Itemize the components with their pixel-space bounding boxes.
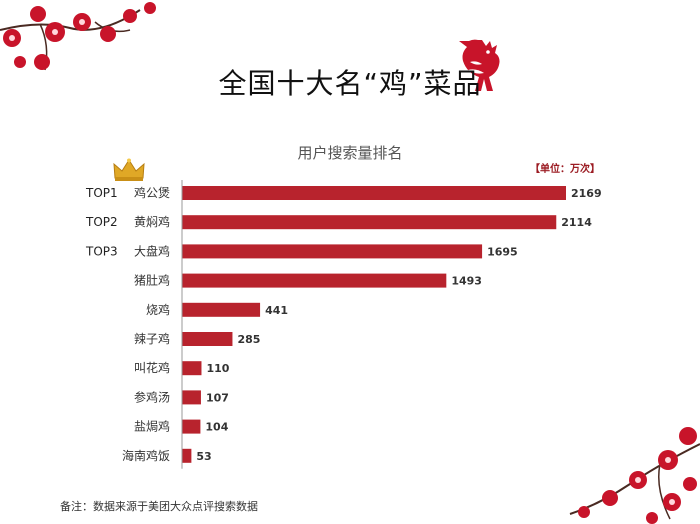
unit-label: 【单位：万次】	[530, 164, 600, 175]
bar	[182, 273, 447, 288]
bar	[182, 419, 201, 434]
data-label: 107	[206, 391, 229, 404]
bar	[182, 302, 261, 317]
category-label: 烧鸡	[146, 302, 170, 317]
category-label: 黄焖鸡	[134, 214, 170, 229]
data-label: 110	[206, 362, 229, 375]
page-title: 全国十大名“鸡”菜品	[218, 67, 482, 100]
category-label: 参鸡汤	[134, 389, 170, 404]
data-label: 1493	[451, 275, 482, 288]
data-label: 53	[196, 450, 211, 463]
rank-label: TOP3	[85, 244, 118, 258]
rank-label: TOP1	[85, 186, 118, 200]
crown-icon	[113, 158, 145, 181]
category-label: 叫花鸡	[134, 360, 170, 375]
data-label: 285	[237, 333, 260, 346]
bar	[182, 244, 483, 259]
category-label: 鸡公煲	[134, 185, 170, 200]
plum-blossom-icon	[0, 2, 156, 71]
bar	[182, 390, 201, 405]
category-label: 大盘鸡	[134, 243, 170, 258]
category-label: 海南鸡饭	[122, 448, 170, 463]
data-label: 1695	[487, 245, 518, 258]
bar	[182, 361, 202, 376]
footnote: 备注：数据来源于美团大众点评搜索数据	[60, 500, 258, 513]
bar	[182, 448, 192, 463]
plum-blossom-icon	[569, 427, 700, 524]
bar	[182, 215, 557, 230]
data-label: 104	[205, 421, 228, 434]
category-label: 盐焗鸡	[134, 419, 170, 434]
rooster-icon	[459, 39, 500, 91]
data-label: 2114	[561, 216, 592, 229]
chart-title: 用户搜索量排名	[297, 144, 403, 162]
data-label: 2169	[571, 187, 602, 200]
bar	[182, 186, 566, 200]
data-label: 441	[265, 304, 288, 317]
category-label: 辣子鸡	[134, 331, 170, 346]
rank-label: TOP2	[85, 215, 118, 229]
category-label: 猪肚鸡	[134, 273, 170, 288]
bar	[182, 332, 233, 346]
